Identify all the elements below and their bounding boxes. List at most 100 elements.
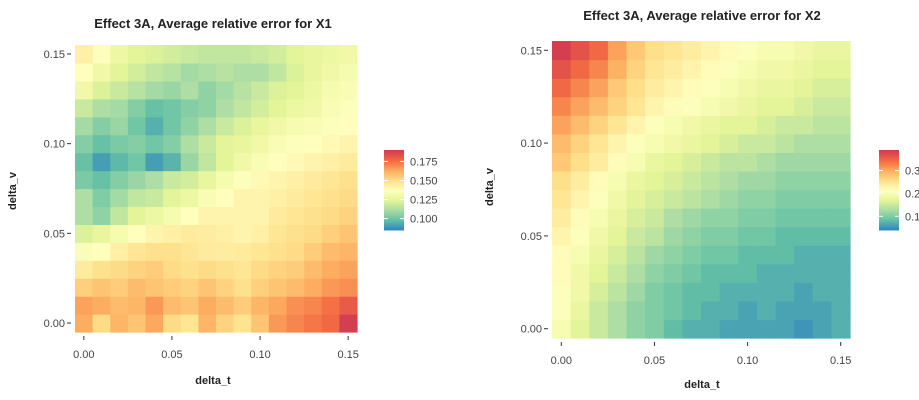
heatmap-cell [163,314,182,333]
heatmap-cell [163,80,182,100]
heatmap-cell [321,45,340,64]
heatmap-cell [286,134,305,154]
heatmap-cell [663,319,683,339]
heatmap-cell [92,98,111,118]
heatmap-cell [756,189,777,209]
heatmap-cell [110,260,129,279]
heatmap-cell [663,245,683,265]
legend-gradient-segment [879,168,899,171]
heatmap-cell [701,152,721,172]
heatmap-cell [127,188,147,208]
heatmap-cell [286,80,305,100]
heatmap-cell [626,319,646,339]
heatmap-x1: Effect 3A, Average relative error for X1… [7,16,438,387]
heatmap-cell [321,116,340,136]
heatmap-cell [339,224,358,243]
heatmap-cell [145,188,164,208]
heatmap-cell [663,115,683,135]
legend-gradient-segment [879,218,899,221]
heatmap-cell [775,300,795,321]
heatmap-cell [663,96,683,116]
heatmap-cell [198,260,217,279]
legend-gradient-segment [879,190,899,193]
heatmap-cell [268,45,288,64]
heatmap-cell [738,78,758,98]
heatmap-cell [216,260,235,279]
heatmap-cell [701,59,721,79]
heatmap-cell [570,282,590,302]
heatmap-cell [552,319,572,339]
heatmap-cell [286,296,305,315]
heatmap-cell [198,170,217,190]
heatmap-cell [831,96,851,116]
heatmap-cell [775,133,795,153]
y-tick-label: 0.10 [521,138,542,150]
heatmap-cell [756,41,777,61]
heatmap-cell [570,96,590,116]
heatmap-cell [216,152,235,172]
heatmap-cell [110,134,129,154]
heatmap-cell [682,41,702,61]
heatmap-cell [570,133,590,153]
heatmap-cell [701,208,721,228]
legend-gradient-segment [879,224,899,227]
legend-gradient-segment [879,176,899,179]
legend-gradient-segment [384,196,404,199]
heatmap-cell [233,80,252,100]
heatmap-cell [110,278,129,297]
heatmap-cell [145,206,164,225]
heatmap-cell [180,116,199,136]
legend-gradient-segment [384,150,404,153]
heatmap-cell [552,78,572,98]
heatmap-cell [286,260,305,279]
legend-gradient-segment [384,226,404,229]
legend-gradient-segment [384,228,404,231]
heatmap-cell [682,59,702,79]
legend-gradient-segment [384,216,404,219]
heatmap-cell [92,116,111,136]
heatmap-cell [127,314,147,333]
heatmap-cell [701,78,721,98]
heatmap-cell [216,314,235,333]
heatmap-cell [251,224,270,243]
heatmap-cell [92,152,111,172]
heatmap-cell [216,188,235,208]
heatmap-cell [304,278,323,297]
heatmap-cell [321,62,340,82]
heatmap-cell [163,188,182,208]
heatmap-cell [626,59,646,79]
heatmap-cell [233,278,252,297]
heatmap-cell [756,226,777,246]
heatmap-cell [110,45,129,64]
heatmap-cell [701,282,721,302]
heatmap-cell [589,263,609,283]
heatmap-cell [110,152,129,172]
heatmap-cell [645,170,665,191]
heatmap-cell [75,116,94,136]
heatmap-cell [756,263,777,283]
heatmap-cell [286,62,305,82]
legend-gradient-segment [879,182,899,185]
heatmap-cell [163,296,182,315]
heatmap-cell [719,208,739,228]
heatmap-cell [216,170,235,190]
heatmap-cell [756,96,777,116]
heatmap-cell [233,188,252,208]
heatmap-cell [626,189,646,209]
heatmap-cell [719,245,739,265]
legend-gradient-segment [384,156,404,159]
legend-gradient-segment [384,192,404,195]
heatmap-cell [645,96,665,116]
heatmap-cell [719,226,739,246]
heatmap-cell [663,41,683,61]
heatmap-cell [775,282,795,302]
heatmap-cell [682,115,702,135]
x-tick-label: 0.10 [249,349,270,361]
heatmap-cell [75,260,94,279]
heatmap-cell [321,170,340,190]
heatmap-cell [607,133,628,153]
heatmap-cell [92,296,111,315]
heatmap-cell [607,282,628,302]
color-legend: 0.1 0.2 0.3 [879,150,919,231]
heatmap-cell [738,133,758,153]
